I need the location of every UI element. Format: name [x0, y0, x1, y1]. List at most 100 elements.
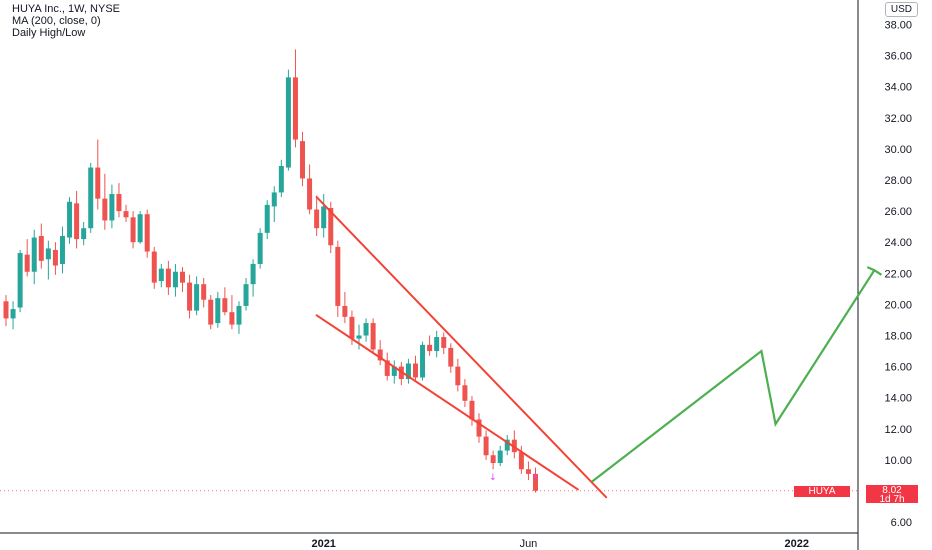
candle-body [81, 228, 87, 240]
candle-body [469, 400, 475, 420]
candle-body [172, 271, 178, 288]
candle-body [412, 363, 418, 378]
candle-body [349, 316, 355, 339]
bar-countdown: 1d 7h [879, 494, 905, 505]
candle-body [67, 201, 73, 238]
candle-body [504, 439, 510, 451]
candle-body [45, 248, 51, 260]
candle-body [123, 211, 129, 218]
chart-legend: HUYA Inc., 1W, NYSE MA (200, close, 0) D… [12, 3, 120, 39]
candle-body [243, 284, 249, 306]
candle-body [250, 263, 256, 285]
candle-body [144, 214, 150, 252]
candle-body [31, 237, 37, 272]
candle-body [17, 253, 23, 308]
y-tick-label: 30.00 [884, 144, 912, 156]
candle-body [102, 198, 108, 221]
candle-body [314, 209, 320, 229]
candle-body [525, 469, 531, 474]
candle-body [158, 268, 164, 282]
y-tick-label: 16.00 [884, 362, 912, 374]
y-tick-label: 10.00 [884, 455, 912, 467]
last-price-value: 8.02 [882, 485, 902, 496]
y-tick-label: 22.00 [884, 268, 912, 280]
candle-body [490, 455, 496, 464]
legend-high-low-indicator[interactable]: Daily High/Low [12, 27, 86, 39]
candle-body [405, 363, 411, 380]
x-tick-label: Jun [520, 538, 538, 550]
candle-body [10, 309, 16, 319]
projection-path [591, 269, 876, 483]
candle-body [24, 254, 30, 272]
wedge-upper-line [315, 196, 608, 499]
candle-body [264, 204, 270, 233]
candle-body [518, 452, 524, 470]
candle-body [427, 344, 433, 352]
candle-body [187, 282, 193, 311]
candle-body [180, 271, 185, 283]
candle-body [208, 299, 214, 325]
candle-body [165, 268, 171, 288]
candle-body [38, 235, 44, 261]
candle-body [377, 349, 383, 361]
y-tick-label: 32.00 [884, 113, 912, 125]
candle-body [483, 436, 489, 456]
y-tick-label: 28.00 [884, 175, 912, 187]
legend-ma-indicator[interactable]: MA (200, close, 0) [12, 15, 101, 27]
candle-body [321, 206, 327, 229]
candle-body [335, 246, 341, 306]
y-tick-label: 38.00 [884, 20, 912, 32]
candle-body [151, 251, 157, 283]
y-tick-label: 26.00 [884, 206, 912, 218]
candle-body [356, 335, 362, 339]
candle-body [300, 141, 306, 179]
y-tick-label: 24.00 [884, 237, 912, 249]
candle-body [201, 284, 207, 300]
y-tick-label: 12.00 [884, 424, 912, 436]
low-marker-icon: ↓ [532, 472, 540, 482]
candle-body [497, 450, 503, 464]
candle-body [441, 337, 447, 348]
x-tick-label: 2021 [311, 538, 335, 550]
candle-body [476, 419, 482, 437]
projection-arrowhead [866, 266, 883, 276]
candle-body [370, 323, 376, 350]
legend-symbol[interactable]: HUYA Inc., 1W, NYSE [12, 3, 120, 15]
candle-body [215, 298, 221, 324]
wedge-lower-line [315, 314, 579, 491]
candle-body [229, 312, 235, 325]
candle-body [533, 473, 538, 491]
candle-body [116, 193, 122, 212]
candle-body [271, 192, 277, 207]
candle-body [420, 344, 426, 378]
candle-body [95, 167, 101, 199]
candle-body [3, 301, 9, 319]
candle-body [109, 193, 115, 221]
candle-body [88, 167, 94, 229]
candle-body [462, 385, 468, 401]
candle-body [363, 323, 369, 336]
currency-button[interactable]: USD [884, 2, 918, 17]
symbol-price-label: HUYA [794, 486, 850, 497]
y-tick-label: 14.00 [884, 393, 912, 405]
last-price-label: 8.02 1d 7h [866, 485, 918, 505]
candle-body [137, 214, 143, 243]
candle-body [52, 249, 58, 266]
candle-body [278, 166, 284, 193]
candle-body [455, 366, 461, 386]
candle-body [285, 77, 291, 168]
y-tick-label: 20.00 [884, 299, 912, 311]
candle-body [74, 203, 80, 240]
candle-body [292, 77, 298, 140]
candle-body [434, 337, 440, 352]
candle-body [391, 366, 397, 376]
candle-body [307, 178, 313, 210]
candle-body [130, 217, 136, 243]
candle-body [59, 235, 65, 264]
y-tick-label: 6.00 [891, 517, 912, 529]
x-tick-label: 2022 [784, 538, 808, 550]
candle-body [194, 284, 200, 311]
candle-body [236, 305, 242, 325]
